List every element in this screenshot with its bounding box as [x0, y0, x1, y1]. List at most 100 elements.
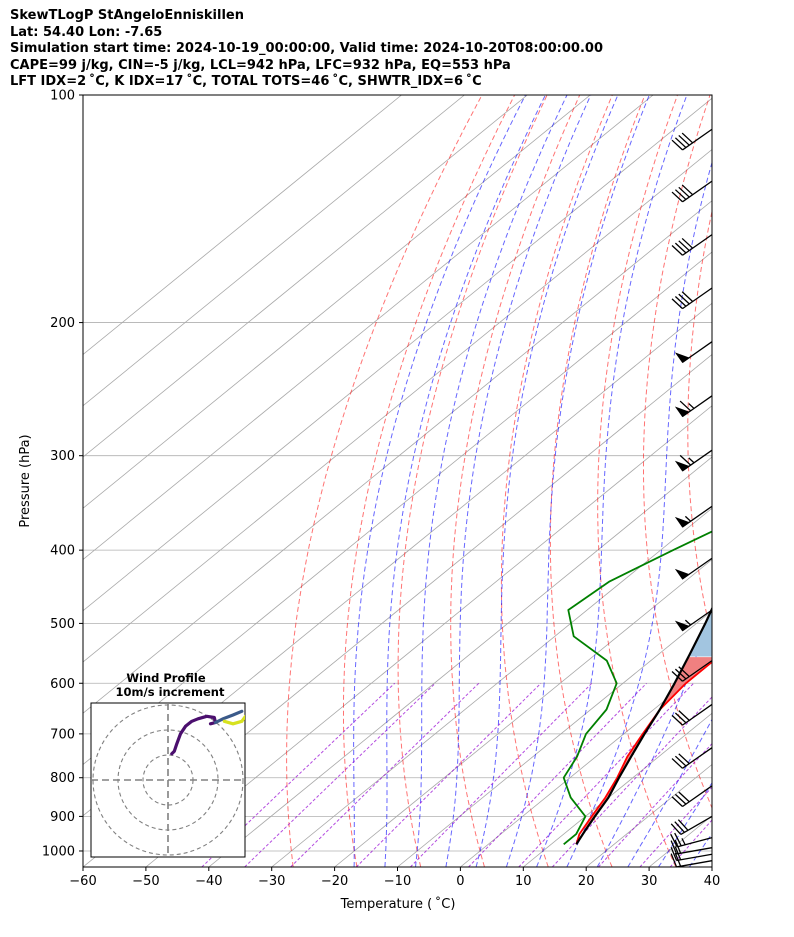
- dry-adiabat: [343, 95, 516, 867]
- isotherm: [334, 558, 712, 867]
- dry-adiabat: [643, 95, 712, 810]
- isotherm: [83, 95, 465, 407]
- isotherm: [83, 95, 654, 561]
- wind-barb: [670, 832, 713, 848]
- isotherm: [83, 200, 712, 714]
- temperature-line: [575, 660, 712, 845]
- dry-adiabat: [687, 209, 712, 640]
- moist-adiabat: [445, 95, 592, 867]
- y-tick-label: 400: [50, 544, 75, 559]
- y-tick-label: 800: [50, 771, 75, 786]
- wind-barb: [674, 395, 713, 418]
- x-tick-label: 40: [704, 874, 721, 889]
- moist-adiabat: [415, 95, 568, 867]
- isotherm: [460, 661, 712, 867]
- y-tick-label: 100: [50, 89, 75, 104]
- moist-adiabat: [566, 160, 712, 867]
- x-tick-label: −40: [195, 874, 222, 889]
- inset-hodograph-trace: [170, 714, 218, 756]
- mixing-ratio-line: [639, 786, 712, 867]
- wind-barb: [671, 660, 713, 682]
- isotherm: [711, 866, 712, 867]
- x-tick-label: 10: [515, 874, 532, 889]
- moist-adiabat: [596, 606, 712, 867]
- isotherm: [83, 97, 712, 612]
- wind-barb: [674, 341, 713, 364]
- moist-adiabat: [720, 95, 794, 867]
- isotherm: [83, 95, 591, 509]
- wind-barb: [671, 128, 713, 151]
- x-tick-label: 30: [641, 874, 658, 889]
- dry-adiabat: [500, 95, 613, 867]
- dry-adiabat: [549, 95, 646, 867]
- x-tick-label: −10: [384, 874, 411, 889]
- dry-adiabat: [773, 95, 794, 867]
- wind-barb: [671, 785, 713, 808]
- inset-hodograph-upper: [213, 709, 244, 725]
- dry-adiabat: [286, 95, 483, 867]
- moist-adiabat: [353, 95, 526, 867]
- x-axis-label: Temperature ( ˚C): [340, 896, 456, 912]
- mixing-ratio-line: [669, 819, 712, 867]
- y-tick-label: 700: [50, 727, 75, 742]
- wind-barb: [674, 557, 713, 580]
- chart-title: SkewTLogP StAngeloEnniskillen: [10, 8, 244, 23]
- y-axis-label: Pressure (hPa): [18, 434, 33, 527]
- moist-adiabat: [658, 781, 712, 867]
- x-tick-label: 0: [456, 874, 464, 889]
- moist-adiabat: [536, 95, 688, 867]
- wind-barbs: [670, 128, 713, 868]
- isotherm: [83, 95, 402, 356]
- wind-barb: [674, 449, 713, 472]
- isotherm: [523, 712, 712, 867]
- wind-barb: [670, 815, 713, 835]
- dry-adiabat: [450, 95, 581, 867]
- mixing-ratio-line: [598, 742, 712, 867]
- y-tick-label: 500: [50, 617, 75, 632]
- dry-adiabat: [731, 95, 794, 867]
- mixing-ratio-line: [410, 682, 593, 867]
- isotherm: [83, 149, 712, 663]
- wind-profile-inset: Wind Profile 10m/s increment: [90, 671, 246, 858]
- y-tick-label: 900: [50, 810, 75, 825]
- isotherm: [83, 95, 528, 458]
- mixing-ratio-line: [244, 682, 436, 867]
- x-tick-label: −60: [69, 874, 96, 889]
- chart-header: SkewTLogP StAngeloEnniskillen Lat: 54.40…: [10, 8, 603, 91]
- x-tick-label: −50: [132, 874, 159, 889]
- isotherm: [397, 610, 712, 867]
- mixing-ratio-line: [290, 682, 480, 867]
- dewpoint-line: [562, 530, 712, 845]
- wind-barb: [671, 703, 713, 726]
- dry-adiabat: [597, 95, 678, 867]
- moist-adiabat: [475, 95, 619, 867]
- isotherm: [145, 405, 712, 867]
- indices-line: LFT IDX=2 ˚C, K IDX=17 ˚C, TOTAL TOTS=46…: [10, 74, 482, 90]
- time-line: Simulation start time: 2024-10-19_00:00:…: [10, 41, 603, 57]
- wind-barb: [674, 505, 713, 528]
- y-tick-label: 300: [50, 449, 75, 464]
- parcel-path-line: [575, 606, 712, 845]
- profile-lines: [562, 530, 712, 845]
- inset-subtitle: 10m/s increment: [116, 685, 225, 699]
- y-tick-label: 1000: [42, 844, 75, 859]
- isotherm: [585, 763, 712, 867]
- mixing-ratio-line: [468, 682, 647, 867]
- mixing-ratio-line: [355, 682, 542, 867]
- location-line: Lat: 54.40 Lon: -7.65: [10, 24, 163, 40]
- wind-barb: [671, 747, 713, 769]
- x-tick-label: −30: [258, 874, 285, 889]
- y-tick-label: 600: [50, 677, 75, 692]
- isotherm: [271, 507, 712, 867]
- y-axis-ticks: 100 200 300 400 500 600 700 800 900 1000: [42, 89, 83, 859]
- x-axis-ticks: −60 −50 −40 −30 −20 −10 0 10 20 30 40: [69, 867, 720, 889]
- cape-fill: [688, 608, 712, 657]
- inset-title: Wind Profile: [126, 671, 206, 685]
- wind-barb: [671, 180, 713, 203]
- isotherm: [208, 456, 712, 867]
- x-tick-label: 20: [578, 874, 595, 889]
- inset-hodograph-yellow: [222, 714, 245, 726]
- isotherm: [648, 815, 712, 867]
- wind-barb: [671, 287, 713, 310]
